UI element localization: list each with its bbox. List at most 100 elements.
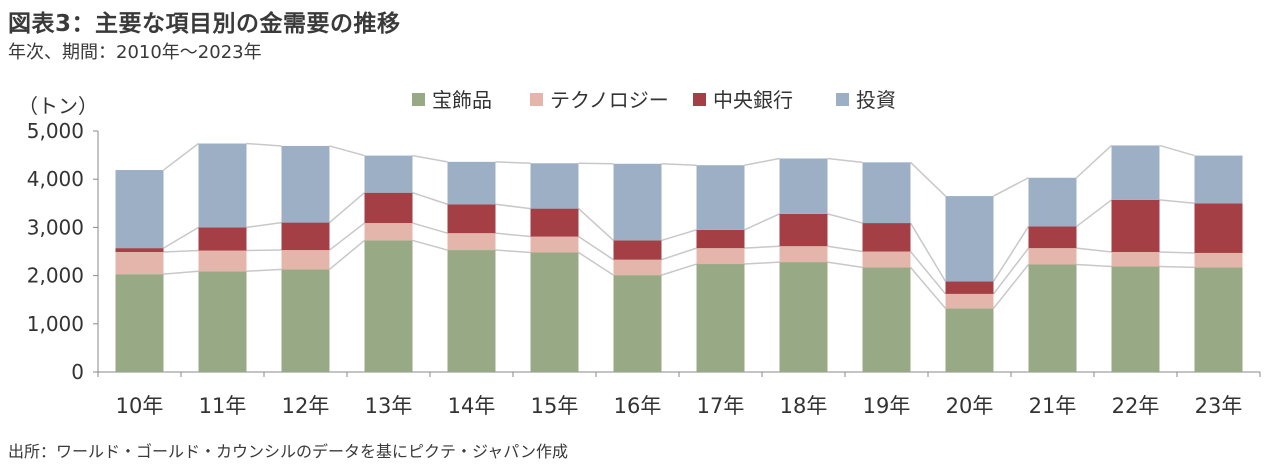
bar-segment (364, 223, 413, 241)
series-connector-line (744, 213, 780, 231)
series-connector-line (909, 251, 947, 295)
y-tick-label: 0 (71, 360, 84, 384)
series-connector-line (827, 245, 863, 253)
bar-segment (198, 227, 247, 251)
bar-segment (281, 250, 330, 270)
series-connector-line (163, 270, 199, 275)
bar-segment (862, 251, 911, 268)
series-connector-line (578, 251, 614, 276)
x-tick-label: 16年 (614, 394, 662, 418)
chart-title: 図表3：主要な項目別の金需要の推移 (8, 11, 401, 37)
y-unit-label: （トン） (18, 94, 98, 118)
bar-segment (198, 143, 247, 228)
bar-segment (779, 158, 828, 214)
bar-segment (1194, 203, 1243, 253)
y-tick-label: 2,000 (27, 264, 84, 288)
series-connector-line (1075, 144, 1113, 179)
series-connector-line (577, 208, 615, 241)
bar-segment (696, 229, 745, 249)
legend-label: 宝飾品 (432, 88, 492, 112)
bar-segment (447, 233, 496, 251)
series-connector-line (909, 222, 947, 282)
series-connector-line (992, 247, 1030, 295)
series-connector-line (1159, 251, 1195, 254)
bar-segment (862, 162, 911, 224)
bar-segment (945, 196, 994, 282)
bar-segment (779, 246, 828, 263)
series-connector-line (329, 222, 365, 251)
series-connector-line (827, 213, 863, 224)
x-tick-label: 12年 (282, 394, 330, 418)
y-tick-label: 3,000 (27, 215, 84, 239)
bar-segment (364, 240, 413, 372)
series-connector-line (329, 145, 365, 157)
series-connector-line (495, 161, 531, 165)
legend-label: テクノロジー (550, 88, 669, 112)
x-tick-label: 18年 (780, 394, 828, 418)
legend-swatch (836, 93, 849, 106)
x-tick-label: 22年 (1112, 394, 1160, 418)
bar-segment (530, 208, 579, 237)
y-tick-label: 5,000 (27, 119, 84, 143)
bar-segment (281, 269, 330, 372)
legend-swatch (412, 93, 425, 106)
bar-segment (945, 293, 994, 309)
bar-segment (862, 267, 911, 372)
series-connector-line (495, 232, 531, 238)
bar-segment (1111, 199, 1160, 252)
series-connector-line (412, 222, 448, 234)
bar-segment (1111, 145, 1160, 200)
series-connector-line (578, 235, 614, 261)
series-connector-line (246, 221, 282, 229)
series-connector-line (1159, 199, 1195, 205)
bar-segment (613, 163, 662, 241)
series-connector-line (827, 157, 863, 164)
bar-segment (447, 250, 496, 372)
bar-segment (1028, 264, 1077, 372)
series-connector-line (1076, 199, 1112, 228)
series-connector-line (329, 192, 365, 224)
series-connector-line (246, 268, 282, 273)
series-connector-line (661, 229, 697, 242)
series-connector-line (827, 261, 863, 269)
x-tick-label: 15年 (531, 394, 579, 418)
bar-segment (115, 170, 164, 249)
y-tick-label: 4,000 (27, 167, 84, 191)
x-tick-label: 13年 (365, 394, 413, 418)
series-connector-line (412, 154, 448, 163)
bar-segment (115, 248, 164, 252)
bar-segment (530, 252, 579, 372)
y-tick-label: 1,000 (27, 312, 84, 336)
bar-segment (530, 236, 579, 253)
bar-segment (613, 240, 662, 260)
bar-segment (613, 275, 662, 372)
series-connector-line (744, 245, 780, 249)
series-connector-line (1159, 265, 1195, 269)
x-tick-label: 21年 (1029, 394, 1077, 418)
bar-segment (945, 308, 994, 372)
bar-segment (364, 155, 413, 193)
series-connector-line (163, 249, 199, 253)
series-connector-line (744, 157, 780, 166)
series-connector-line (661, 163, 697, 166)
bar-segment (1028, 248, 1077, 265)
bar-segment (115, 274, 164, 372)
legend-swatch (530, 93, 543, 106)
bar-segment (530, 163, 579, 209)
series-connector-line (329, 239, 365, 270)
x-tick-label: 20年 (946, 394, 994, 418)
bar-segment (945, 281, 994, 294)
bar-segment (779, 262, 828, 372)
x-tick-label: 11年 (199, 394, 247, 418)
bar-segment (198, 271, 247, 372)
series-connector-line (993, 177, 1029, 197)
bar-segment (115, 251, 164, 275)
x-tick-label: 14年 (448, 394, 496, 418)
bar-segment (1194, 252, 1243, 268)
bar-segment (1028, 226, 1077, 249)
bar-segment (696, 165, 745, 230)
series-connector-line (661, 263, 697, 276)
legend-label: 投資 (856, 88, 896, 112)
bar-segment (696, 248, 745, 265)
